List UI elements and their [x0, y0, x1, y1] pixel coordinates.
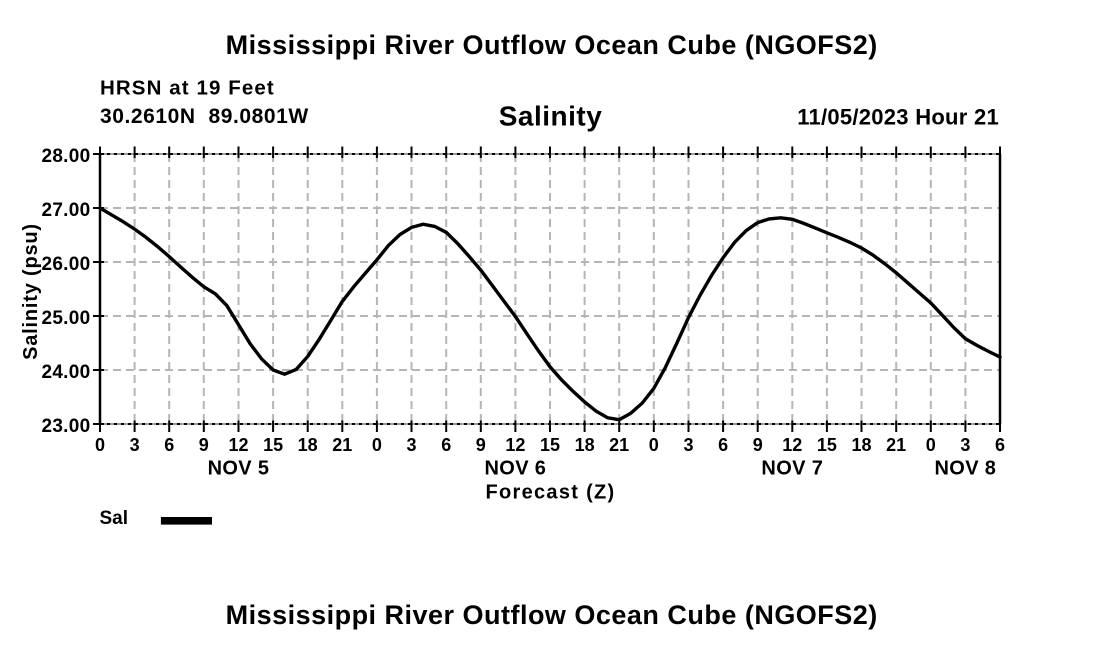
svg-text:9: 9: [476, 435, 486, 455]
svg-text:28.00: 28.00: [41, 146, 90, 167]
svg-text:6: 6: [718, 435, 728, 455]
svg-text:NOV 5: NOV 5: [208, 458, 270, 480]
svg-text:9: 9: [199, 435, 209, 455]
svg-text:Sal: Sal: [100, 508, 129, 529]
svg-text:0: 0: [372, 435, 382, 455]
svg-text:0: 0: [95, 435, 105, 455]
svg-text:0: 0: [649, 435, 659, 455]
svg-text:HRSN at 19 Feet: HRSN at 19 Feet: [100, 77, 275, 100]
svg-text:NOV 6: NOV 6: [485, 458, 547, 480]
svg-text:25.00: 25.00: [41, 308, 90, 329]
svg-text:3: 3: [406, 435, 416, 455]
svg-text:NOV 7: NOV 7: [761, 458, 823, 480]
svg-text:15: 15: [263, 435, 283, 455]
svg-text:Salinity (psu): Salinity (psu): [20, 223, 42, 360]
svg-text:21: 21: [609, 435, 629, 455]
svg-text:18: 18: [575, 435, 595, 455]
svg-text:6: 6: [164, 435, 174, 455]
svg-text:27.00: 27.00: [41, 200, 90, 221]
svg-text:Salinity: Salinity: [499, 101, 603, 132]
svg-text:Mississippi River Outflow Ocea: Mississippi River Outflow Ocean Cube (NG…: [226, 30, 878, 60]
svg-text:21: 21: [332, 435, 352, 455]
svg-text:18: 18: [851, 435, 871, 455]
svg-text:12: 12: [228, 435, 248, 455]
svg-text:26.00: 26.00: [41, 254, 90, 275]
svg-text:Mississippi River Outflow Ocea: Mississippi River Outflow Ocean Cube (NG…: [226, 600, 878, 630]
svg-text:6: 6: [441, 435, 451, 455]
svg-text:0: 0: [926, 435, 936, 455]
svg-text:Forecast (Z): Forecast (Z): [485, 481, 615, 503]
svg-text:30.2610N 89.0801W: 30.2610N 89.0801W: [100, 105, 309, 128]
svg-text:12: 12: [782, 435, 802, 455]
svg-text:3: 3: [130, 435, 140, 455]
svg-text:12: 12: [505, 435, 525, 455]
svg-text:23.00: 23.00: [41, 416, 90, 437]
svg-text:NOV 8: NOV 8: [935, 458, 997, 480]
svg-text:15: 15: [540, 435, 560, 455]
svg-text:15: 15: [817, 435, 837, 455]
svg-text:6: 6: [995, 435, 1005, 455]
svg-text:21: 21: [886, 435, 906, 455]
svg-text:18: 18: [298, 435, 318, 455]
svg-text:24.00: 24.00: [41, 362, 90, 383]
svg-text:9: 9: [753, 435, 763, 455]
svg-text:3: 3: [960, 435, 970, 455]
svg-text:3: 3: [683, 435, 693, 455]
svg-text:11/05/2023 Hour 21: 11/05/2023 Hour 21: [797, 104, 999, 129]
